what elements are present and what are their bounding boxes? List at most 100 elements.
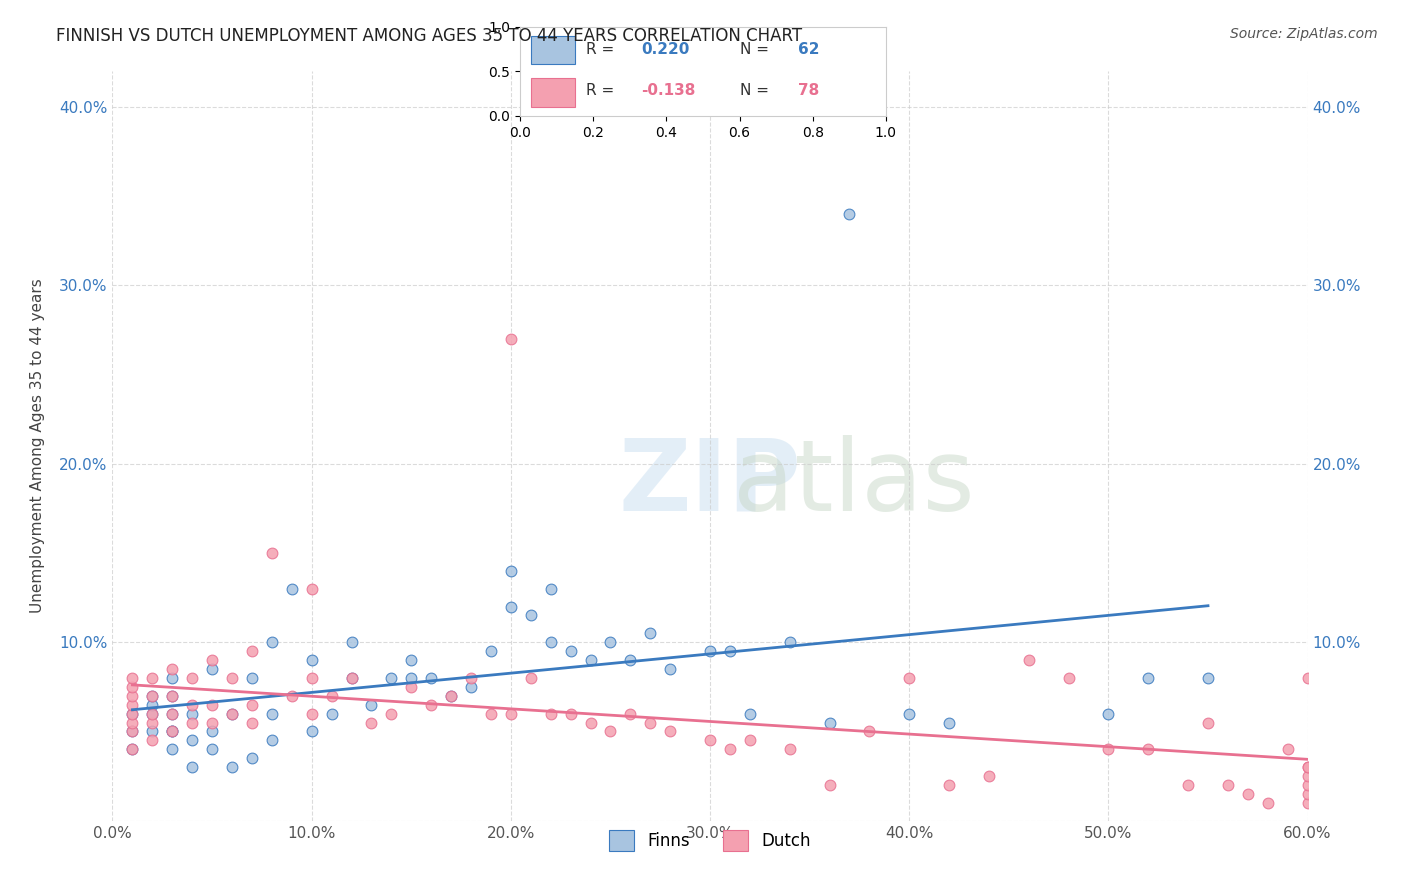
Point [301, 724, 323, 739]
Point [1296, 796, 1319, 810]
Point [321, 706, 343, 721]
FancyBboxPatch shape [531, 78, 575, 107]
Point [162, 724, 183, 739]
Point [240, 698, 263, 712]
Point [440, 689, 463, 703]
Point [162, 662, 183, 676]
Point [360, 715, 382, 730]
Point [260, 635, 283, 649]
Point [460, 680, 482, 694]
Point [440, 689, 463, 703]
Point [1177, 778, 1199, 792]
Point [162, 689, 183, 703]
Point [718, 742, 741, 756]
Point [340, 635, 363, 649]
Point [499, 332, 522, 346]
Point [599, 635, 621, 649]
Point [1097, 742, 1119, 756]
Text: atlas: atlas [733, 435, 974, 532]
Point [121, 698, 143, 712]
Point [141, 689, 163, 703]
Point [858, 724, 880, 739]
Point [141, 706, 163, 721]
Point [401, 680, 423, 694]
Point [479, 706, 502, 721]
Point [1057, 671, 1080, 685]
Point [738, 706, 761, 721]
Point [162, 706, 183, 721]
Point [240, 751, 263, 765]
Point [121, 706, 143, 721]
Point [1197, 715, 1219, 730]
Point [718, 644, 741, 658]
Point [1296, 787, 1319, 801]
Point [301, 671, 323, 685]
Point [162, 742, 183, 756]
Point [201, 662, 224, 676]
Point [401, 653, 423, 667]
Point [977, 769, 1000, 783]
Point [162, 671, 183, 685]
Point [181, 671, 204, 685]
Point [141, 715, 163, 730]
Point [221, 706, 243, 721]
Point [540, 706, 562, 721]
Point [162, 706, 183, 721]
Point [779, 742, 801, 756]
Point [162, 689, 183, 703]
Point [121, 724, 143, 739]
Point [1137, 671, 1160, 685]
Text: 0.220: 0.220 [641, 42, 689, 56]
Point [599, 724, 621, 739]
Point [221, 760, 243, 774]
Point [121, 724, 143, 739]
Point [141, 724, 163, 739]
Point [938, 778, 960, 792]
Point [162, 724, 183, 739]
Point [121, 671, 143, 685]
Point [499, 599, 522, 614]
Point [699, 733, 721, 747]
Point [181, 760, 204, 774]
Point [499, 564, 522, 578]
Point [121, 715, 143, 730]
Text: R =: R = [586, 84, 614, 98]
Text: N =: N = [740, 84, 769, 98]
Point [221, 671, 243, 685]
Text: -0.138: -0.138 [641, 84, 695, 98]
Point [520, 608, 543, 623]
Point [1216, 778, 1239, 792]
Point [141, 698, 163, 712]
Point [340, 671, 363, 685]
Point [1296, 760, 1319, 774]
Point [260, 706, 283, 721]
Point [520, 671, 543, 685]
Point [540, 582, 562, 596]
Point [699, 644, 721, 658]
Point [1277, 742, 1299, 756]
Point [420, 698, 443, 712]
Point [1137, 742, 1160, 756]
Point [181, 715, 204, 730]
Point [141, 733, 163, 747]
Point [1296, 760, 1319, 774]
Point [181, 733, 204, 747]
Point [301, 582, 323, 596]
Point [121, 706, 143, 721]
Point [838, 207, 860, 221]
Point [1296, 769, 1319, 783]
Point [420, 671, 443, 685]
Point [479, 644, 502, 658]
Point [201, 724, 224, 739]
Text: ZIP: ZIP [619, 435, 801, 532]
Point [738, 733, 761, 747]
Point [560, 706, 582, 721]
Point [201, 698, 224, 712]
Point [1257, 796, 1279, 810]
Text: N =: N = [740, 42, 769, 56]
Point [240, 671, 263, 685]
Point [240, 644, 263, 658]
Point [818, 715, 841, 730]
Point [301, 706, 323, 721]
Point [1237, 787, 1260, 801]
